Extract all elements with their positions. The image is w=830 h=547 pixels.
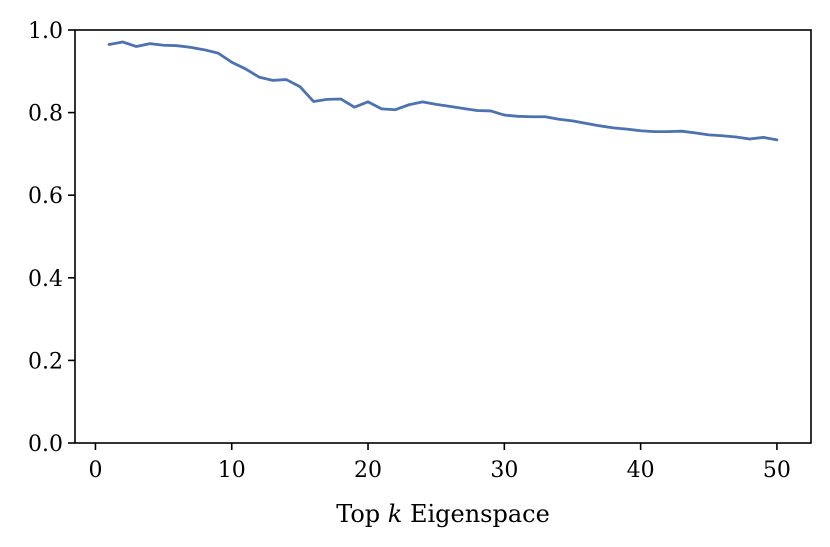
data-point — [325, 98, 329, 101]
data-point — [162, 44, 165, 47]
x-axis-label-suffix: Eigenspace — [402, 500, 549, 528]
series-line-0 — [107, 40, 779, 142]
data-point — [339, 97, 342, 101]
data-point — [639, 129, 642, 132]
data-point — [230, 61, 233, 64]
data-point — [612, 126, 615, 130]
data-point — [434, 103, 438, 106]
y-axis-ticks: 0.0 0.2 0.4 0.6 0.8 1.0 — [28, 19, 75, 457]
data-point — [380, 107, 383, 111]
data-point — [107, 43, 111, 46]
y-tick-label: 0.8 — [28, 102, 63, 127]
x-axis-label-variable: k — [388, 500, 403, 528]
x-tick-label: 30 — [490, 458, 518, 483]
data-point — [571, 119, 574, 123]
data-point — [312, 100, 315, 103]
x-tick-label: 10 — [218, 458, 246, 483]
data-point — [121, 40, 124, 44]
x-axis-label-prefix: Top — [336, 500, 388, 528]
data-point — [421, 100, 424, 104]
data-point — [448, 105, 452, 108]
data-point — [584, 122, 588, 125]
data-point — [203, 48, 206, 52]
series-layer — [107, 40, 779, 142]
y-tick-label: 0.4 — [28, 267, 63, 292]
x-tick-label: 40 — [627, 458, 655, 483]
data-point — [721, 134, 724, 137]
data-point — [775, 138, 779, 142]
data-point — [503, 113, 506, 117]
data-point — [148, 42, 152, 45]
data-point — [298, 85, 302, 88]
data-point — [176, 44, 179, 47]
x-axis-label: Top k Eigenspace — [336, 500, 550, 528]
data-point — [135, 45, 138, 48]
y-tick-label: 0.2 — [28, 349, 63, 374]
data-point — [653, 130, 656, 133]
data-point — [257, 75, 261, 79]
data-point — [462, 107, 465, 110]
data-point — [189, 46, 193, 49]
data-point — [475, 109, 479, 112]
data-point — [216, 51, 220, 55]
data-point — [285, 78, 288, 81]
data-point — [625, 127, 629, 131]
data-point — [353, 106, 356, 109]
data-point — [762, 136, 765, 139]
x-axis-ticks: 0 10 20 30 40 50 — [88, 443, 791, 483]
data-point — [734, 135, 738, 139]
data-point — [544, 115, 547, 118]
data-point — [680, 129, 683, 133]
x-tick-label: 20 — [354, 458, 382, 483]
data-point — [271, 79, 274, 82]
x-tick-label: 0 — [88, 458, 102, 483]
data-point — [598, 124, 601, 128]
x-tick-label: 50 — [763, 458, 791, 483]
data-point — [557, 118, 561, 121]
y-tick-label: 1.0 — [28, 19, 63, 44]
plot-frame — [74, 29, 812, 444]
y-tick-label: 0.0 — [28, 432, 63, 457]
data-point — [516, 115, 520, 118]
data-point — [489, 109, 492, 113]
data-point — [693, 131, 697, 135]
data-point — [707, 133, 710, 137]
y-tick-label: 0.6 — [28, 184, 63, 209]
data-point — [407, 103, 411, 106]
data-point — [244, 67, 247, 71]
plot-area — [75, 30, 811, 443]
data-point — [530, 115, 533, 118]
data-point — [394, 108, 397, 111]
data-point — [666, 130, 670, 133]
data-point — [748, 137, 751, 141]
data-point — [366, 100, 370, 104]
